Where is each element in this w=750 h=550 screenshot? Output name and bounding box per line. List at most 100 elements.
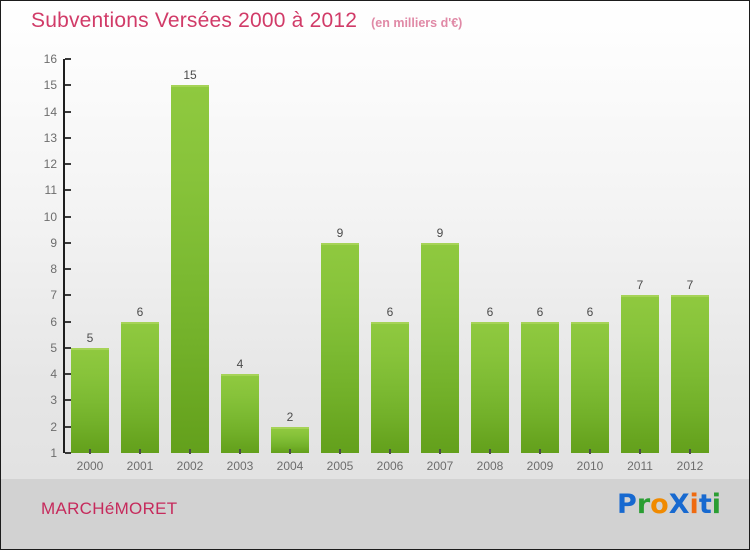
bar-group[interactable]: 6 2008 <box>465 59 515 473</box>
y-axis-tick-mark <box>65 346 71 349</box>
y-axis-tick-mark <box>65 294 71 297</box>
bar[interactable] <box>171 85 209 453</box>
y-axis-tick-label: 11 <box>44 183 57 198</box>
chart-panel: Subventions Versées 2000 à 2012 (en milli… <box>1 1 749 479</box>
y-axis-tick-mark <box>65 425 71 428</box>
y-axis-tick-mark <box>65 452 71 454</box>
x-axis-tick-label: 2006 <box>376 459 404 473</box>
bar-group[interactable]: 6 2009 <box>515 59 565 473</box>
y-axis-tick-mark <box>65 399 71 402</box>
y-axis-tick-mark <box>65 110 71 113</box>
y-axis-tick-label: 15 <box>43 78 57 93</box>
bar[interactable] <box>371 321 409 453</box>
bar[interactable] <box>471 321 509 453</box>
y-axis-tick-label: 14 <box>43 104 57 119</box>
bar[interactable] <box>121 321 159 453</box>
x-axis-tick-label: 2010 <box>576 459 604 473</box>
x-axis-tick-mark <box>439 449 441 454</box>
x-axis-tick-label: 2003 <box>226 459 254 473</box>
chart-subtitle: (en milliers d'€) <box>371 16 463 30</box>
bar[interactable] <box>671 295 709 453</box>
x-axis-tick-mark <box>89 449 91 454</box>
x-axis-tick-mark <box>689 449 691 454</box>
footer-bar: MARCHéMORET ProXiti <box>1 479 749 549</box>
bar-group[interactable]: 15 2002 <box>165 59 215 473</box>
chart-header: Subventions Versées 2000 à 2012 (en milli… <box>31 9 462 33</box>
bar[interactable] <box>271 426 309 453</box>
y-axis-tick-mark <box>65 241 71 244</box>
x-axis-tick-label: 2004 <box>276 459 304 473</box>
bar-group[interactable]: 5 2000 <box>65 59 115 473</box>
logo-letter: X <box>668 489 690 520</box>
x-axis-tick-label: 2007 <box>426 459 454 473</box>
bar-group[interactable]: 9 2005 <box>315 59 365 473</box>
y-axis-tick-label: 5 <box>50 340 57 355</box>
y-axis-tick-label: 10 <box>43 209 57 224</box>
x-axis-tick-mark <box>489 449 491 454</box>
bar-group[interactable]: 7 2012 <box>665 59 715 473</box>
y-axis-line <box>63 59 65 453</box>
logo-letter: r <box>636 489 651 520</box>
x-axis-tick-mark <box>539 449 541 454</box>
bar-group[interactable]: 7 2011 <box>615 59 665 473</box>
logo-letter: o <box>650 489 669 520</box>
x-axis-tick-mark <box>189 449 191 454</box>
bar[interactable] <box>521 321 559 453</box>
x-axis-tick-mark <box>339 449 341 454</box>
x-axis-tick-mark <box>389 449 391 454</box>
x-axis-tick-label: 2008 <box>476 459 504 473</box>
bar[interactable] <box>621 295 659 453</box>
bar-series: 5 2000 6 2001 15 2002 4 2003 2 2004 9 2005 6 2006 9 200… <box>65 59 718 473</box>
y-axis-tick-mark <box>65 320 71 323</box>
bar[interactable] <box>421 242 459 453</box>
logo-letter: i <box>689 489 699 520</box>
y-axis-tick-label: 8 <box>50 262 57 277</box>
x-axis-tick-mark <box>139 449 141 454</box>
bar-group[interactable]: 9 2007 <box>415 59 465 473</box>
y-axis-tick-label: 3 <box>50 393 57 408</box>
y-axis-tick-mark <box>65 136 71 139</box>
x-axis-tick-label: 2009 <box>526 459 554 473</box>
bar-value-label: 5 <box>86 330 94 345</box>
bar[interactable] <box>221 374 259 453</box>
y-axis-tick-label: 1 <box>50 446 57 460</box>
bar-value-label: 9 <box>336 225 344 240</box>
bar-group[interactable]: 2 2004 <box>265 59 315 473</box>
bar-value-label: 6 <box>536 304 544 319</box>
proxiti-logo[interactable]: ProXiti <box>617 489 721 520</box>
bar-value-label: 9 <box>436 225 444 240</box>
bar-value-label: 7 <box>686 278 694 293</box>
bar-value-label: 15 <box>183 68 197 83</box>
x-axis-tick-label: 2000 <box>76 459 104 473</box>
y-axis-tick-mark <box>65 58 71 60</box>
y-axis-tick-mark <box>65 373 71 376</box>
y-axis-tick-label: 13 <box>43 130 57 145</box>
y-axis-tick-label: 9 <box>50 235 57 250</box>
logo-letter: t <box>698 489 712 520</box>
y-axis-tick-mark <box>65 84 71 87</box>
x-axis-tick-label: 2001 <box>126 459 154 473</box>
x-axis-tick-label: 2002 <box>176 459 204 473</box>
bar-group[interactable]: 4 2003 <box>215 59 265 473</box>
logo-letter: i <box>711 489 721 520</box>
bar-group[interactable]: 6 2006 <box>365 59 415 473</box>
bar[interactable] <box>571 321 609 453</box>
x-axis-tick-mark <box>589 449 591 454</box>
bar-group[interactable]: 6 2001 <box>115 59 165 473</box>
y-axis-tick-mark <box>65 268 71 271</box>
x-axis-tick-mark <box>639 449 641 454</box>
bar[interactable] <box>321 242 359 453</box>
x-axis-tick-mark <box>239 449 241 454</box>
bar-value-label: 2 <box>286 409 294 424</box>
x-axis-tick-mark <box>289 449 291 454</box>
x-axis-tick-label: 2005 <box>326 459 354 473</box>
x-axis-tick-label: 2011 <box>627 459 653 473</box>
entity-name-label: MARCHéMORET <box>41 499 178 518</box>
plot-area: 16 15 14 13 12 11 10 9 8 7 6 5 4 3 2 1 5 2000 6 2001 15 2002… <box>44 52 718 473</box>
y-axis-tick-label: 2 <box>50 419 57 434</box>
logo-letter: P <box>617 489 637 520</box>
bar-group[interactable]: 6 2010 <box>565 59 615 473</box>
bar[interactable] <box>71 347 109 453</box>
x-axis-tick-label: 2012 <box>676 459 704 473</box>
